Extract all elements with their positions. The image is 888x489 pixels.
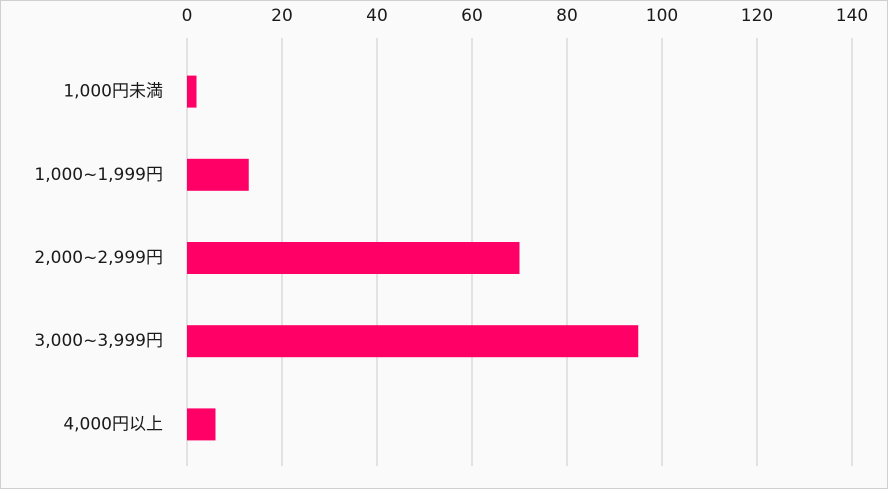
x-tick-label: 20 — [271, 6, 293, 26]
x-tick-label: 40 — [366, 6, 388, 26]
bar — [187, 325, 639, 358]
y-tick-label: 4,000円以上 — [63, 414, 163, 434]
bar — [187, 408, 216, 441]
y-tick-label: 3,000~3,999円 — [34, 331, 163, 351]
bar — [187, 75, 197, 108]
x-tick-label: 120 — [741, 6, 773, 26]
y-tick-label: 1,000円未満 — [63, 82, 163, 102]
x-tick-label: 80 — [556, 6, 578, 26]
x-tick-label: 100 — [646, 6, 678, 26]
x-tick-label: 0 — [182, 6, 193, 26]
x-tick-label: 140 — [836, 6, 868, 26]
x-tick-label: 60 — [461, 6, 483, 26]
y-tick-label: 2,000~2,999円 — [34, 248, 163, 268]
y-tick-label: 1,000~1,999円 — [34, 165, 163, 185]
bar — [187, 158, 249, 191]
bar — [187, 242, 520, 274]
